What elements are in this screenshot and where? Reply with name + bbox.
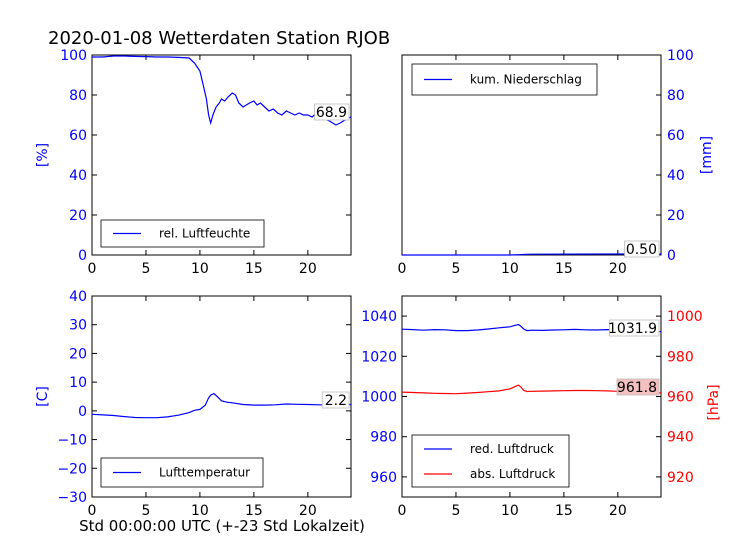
- x-tick-label: 20: [299, 503, 317, 519]
- x-tick-label: 0: [398, 261, 407, 277]
- x-tick-label: 0: [88, 261, 97, 277]
- value-annotation: 1031.9: [608, 321, 657, 337]
- y-tick-label: 980: [370, 430, 397, 446]
- pressure-panel: 0 5 10 15 20 960 980 1000 1020 1040 920 940 960 980 10…: [361, 295, 722, 519]
- y-tick-label: 80: [69, 88, 87, 104]
- value-annotation-box: [321, 391, 350, 409]
- value-annotation: 68.9: [316, 105, 347, 121]
- series-line-abs-luftdruck: [401, 384, 662, 395]
- humidity-panel: 0 5 10 15 20 0 20 40 60 80 100 [%] rel. Luftfeuchte 6…: [35, 48, 352, 277]
- y-tick-label: 60: [69, 128, 87, 144]
- y-tick-label: 0: [78, 248, 87, 264]
- y-tick-label: 100: [667, 48, 694, 64]
- y-tick-label: 0: [667, 248, 676, 264]
- legend-label: abs. Luftdruck: [470, 467, 555, 481]
- y-tick-label: 60: [667, 128, 685, 144]
- x-tick-label: 15: [555, 261, 573, 277]
- y-tick-label: 20: [69, 346, 87, 362]
- y-tick-label: 1000: [361, 390, 397, 406]
- y-tick-label: 960: [370, 470, 397, 486]
- y-tick-label: 100: [60, 48, 87, 64]
- x-tick-label: 15: [245, 503, 263, 519]
- x-tick-label: 5: [451, 503, 460, 519]
- y-tick-label: 20: [69, 208, 87, 224]
- legend-box: [411, 434, 570, 488]
- y-tick-label: −10: [57, 433, 87, 449]
- value-annotation: 2.2: [325, 393, 347, 409]
- y-tick-label: 40: [69, 168, 87, 184]
- y-tick-label: −20: [57, 461, 87, 477]
- x-tick-label: 20: [299, 261, 317, 277]
- series-line-lufttemperatur: [91, 392, 351, 419]
- y-right-tick-label: 940: [667, 430, 694, 446]
- x-tick-label: 15: [245, 261, 263, 277]
- x-tick-label: 0: [398, 503, 407, 519]
- x-tick-label: 10: [501, 503, 519, 519]
- value-annotation: 0.50: [626, 242, 657, 258]
- y-right-tick-label: 920: [667, 470, 694, 486]
- legend-label: kum. Niederschlag: [470, 73, 582, 87]
- x-tick-label: 0: [88, 503, 97, 519]
- y-axis-label: [C]: [35, 386, 51, 407]
- y-tick-label: 1020: [361, 349, 397, 365]
- value-annotation-box: [314, 103, 350, 121]
- plot-frame: [401, 54, 662, 256]
- temperature-panel: 0 5 10 15 20 −30 −20 −10 0 10 20 30 40 [C] Lufttempera…: [35, 289, 352, 519]
- x-tick-label: 20: [609, 503, 627, 519]
- x-axis-label: Std 00:00:00 UTC (+-23 Std Lokalzeit): [79, 517, 365, 535]
- plot-frame: [91, 295, 352, 498]
- y-tick-label: 80: [667, 88, 685, 104]
- y-tick-label: 40: [667, 168, 685, 184]
- precipitation-panel: 0 5 10 15 20 0 20 40 60 80 100 [mm] kum. Niederschla…: [398, 48, 715, 277]
- x-tick-label: 20: [609, 261, 627, 277]
- x-tick-label: 10: [191, 261, 209, 277]
- x-tick-label: 5: [141, 503, 150, 519]
- x-tick-label: 15: [555, 503, 573, 519]
- x-tick-label: 5: [451, 261, 460, 277]
- y-tick-label: 10: [69, 375, 87, 391]
- x-tick-label: 10: [191, 503, 209, 519]
- x-tick-label: 5: [141, 261, 150, 277]
- y-right-tick-label: 1000: [667, 309, 703, 325]
- y-tick-label: 30: [69, 318, 87, 334]
- y-axis-label: [%]: [35, 143, 51, 167]
- series-line-kum-niederschlag: [402, 253, 661, 256]
- value-annotation-box: [624, 240, 660, 258]
- y-tick-label: −30: [57, 490, 87, 506]
- value-annotation: 961.8: [617, 380, 657, 396]
- value-annotation-box: [616, 378, 660, 396]
- y-axis-label: [mm]: [699, 136, 715, 174]
- x-tick-label: 10: [501, 261, 519, 277]
- figure-title: 2020-01-08 Wetterdaten Station RJOB: [48, 28, 390, 49]
- y-right-tick-label: 980: [667, 349, 694, 365]
- plot-frame: [91, 54, 352, 256]
- y-tick-label: 20: [667, 208, 685, 224]
- value-annotation-box: [609, 319, 660, 337]
- legend-label: rel. Luftfeuchte: [159, 227, 250, 241]
- legend-label: red. Luftdruck: [470, 442, 554, 456]
- y-right-tick-label: 960: [667, 390, 694, 406]
- y-tick-label: 1040: [361, 309, 397, 325]
- legend-label: Lufttemperatur: [159, 466, 250, 480]
- y-tick-label: 40: [69, 289, 87, 305]
- y-right-axis-label: [hPa]: [706, 384, 722, 420]
- y-tick-label: 0: [78, 404, 87, 420]
